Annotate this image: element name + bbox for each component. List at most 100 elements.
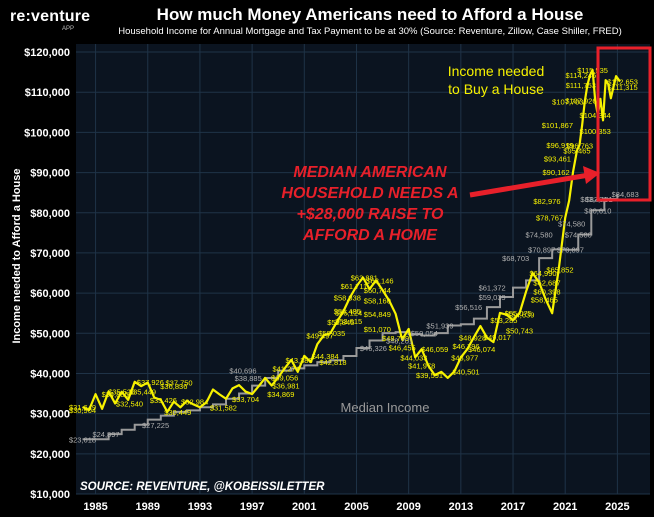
data-label: $54,849 [364,310,391,319]
data-label: $80,610 [584,206,611,215]
callout-arrow-shaft [469,172,590,198]
y-tick-label: $60,000 [30,288,70,300]
data-label: $40,501 [452,367,479,376]
data-label: $34,869 [267,390,294,399]
data-label: $48,799 [382,334,409,343]
data-label: $84,683 [612,190,639,199]
callout-text: AFFORD A HOME [302,227,438,244]
data-label: $55,485 [334,307,361,316]
y-tick-label: $120,000 [24,47,70,59]
series-lines [82,68,621,441]
data-label: $56,516 [455,303,482,312]
data-label: $40,696 [229,367,256,376]
data-label: $53,285 [490,316,517,325]
data-label: $39,056 [271,373,298,382]
data-label: $59,039 [479,293,506,302]
data-label: $50,035 [318,329,345,338]
data-label: $111,753 [566,81,596,90]
y-tick-label: $110,000 [25,87,70,99]
data-label: $58,465 [531,295,558,304]
data-label: $51,939 [426,321,453,330]
data-label: $46,074 [468,345,495,354]
grid-lines [76,44,650,495]
x-tick-label: 2021 [553,501,577,513]
data-label: $23,618 [69,435,96,444]
x-tick-label: 2025 [605,501,629,513]
y-tick-labels: $10,000 $20,000 $30,000 $40,000 $50,000 $60,0… [24,47,70,501]
callout-text: MEDIAN AMERICAN [293,164,447,181]
data-label: $78,767 [536,214,563,223]
data-label: $41,274 [272,364,299,373]
callout-text: +$28,000 RAISE TO [297,206,444,223]
x-tick-label: 2013 [449,501,473,513]
data-label: $36,981 [272,382,299,391]
data-label: $30,449 [164,408,191,417]
data-label: $33,426 [150,396,177,405]
y-tick-label: $30,000 [30,409,70,421]
y-tick-label: $10,000 [30,489,70,501]
y-tick-label: $50,000 [30,328,70,340]
data-label: $44,384 [312,352,339,361]
data-label: $31,582 [210,403,237,412]
annotations: Income needed to Buy a House Median Income… [80,46,652,493]
callout-arrow-head [583,166,600,184]
data-label: $70,897 [528,245,555,254]
data-label: $63,146 [366,276,393,285]
data-label: $58,938 [334,293,361,302]
data-label: $44,033 [400,353,427,362]
data-label: $54,639 [507,311,534,320]
chart-subtitle: Household Income for Annual Mortgage and… [118,26,622,37]
x-tick-label: 2001 [292,501,316,513]
data-label: $104,344 [580,111,611,120]
highlight-box [596,46,652,202]
data-label: $34,855 [102,390,129,399]
x-tick-label: 2017 [501,501,525,513]
brand-logo-sub: APP [62,26,75,32]
data-label: $46,455 [389,344,416,353]
y-tick-label: $100,000 [24,127,70,139]
data-label: $48,928 [459,334,486,343]
data-label: $33,704 [232,395,259,404]
data-label: $107,703 [552,97,583,106]
data-label: $50,054 [411,329,438,338]
data-label: $39,591 [416,371,443,380]
data-label: $53,015 [335,317,362,326]
x-tick-label: 1985 [83,501,107,513]
data-label: $24,897 [92,430,119,439]
data-label: $31,649 [69,403,96,412]
data-label: $32,540 [116,399,143,408]
data-label: $55,124 [335,309,362,318]
data-label: $61,711 [341,282,368,291]
source-note: SOURCE: REVENTURE, @KOBEISSILETTER [80,481,325,493]
chart-title: How much Money Americans need to Afford … [156,5,584,24]
data-label: $48,201 [386,337,413,346]
data-label: $82,976 [533,197,560,206]
data-label: $63,881 [351,274,378,283]
data-label: $38,885 [235,374,262,383]
data-label: $41,978 [408,362,435,371]
data-label: $35,528 [108,387,135,396]
data-label: $115,535 [577,66,608,75]
data-label: $93,461 [544,155,571,164]
y-tick-label: $90,000 [30,168,70,180]
x-tick-label: 2005 [344,501,368,513]
data-label: $112,653 [607,78,638,87]
data-label: $49,017 [484,333,511,342]
data-label: $96,763 [566,141,593,150]
y-tick-label: $80,000 [30,208,70,220]
data-label: $46,059 [421,345,448,354]
data-label: $90,162 [543,168,570,177]
data-label: $61,372 [479,284,506,293]
data-labels: $31,649$30,904 $34,855$35,528$35,449 $32,5… [69,66,639,444]
data-label: $60,398 [533,288,560,297]
y-tick-label: $20,000 [30,449,70,461]
data-label: $70,897 [557,245,584,254]
data-label: $60,744 [364,286,391,295]
data-label: $58,160 [364,297,391,306]
data-label: $46,326 [360,344,387,353]
data-label: $95,465 [563,147,590,156]
data-label: $83,431 [580,195,607,204]
data-label: $52,845 [327,318,354,327]
y-axis-label: Income needed to Afford a House [11,168,23,344]
